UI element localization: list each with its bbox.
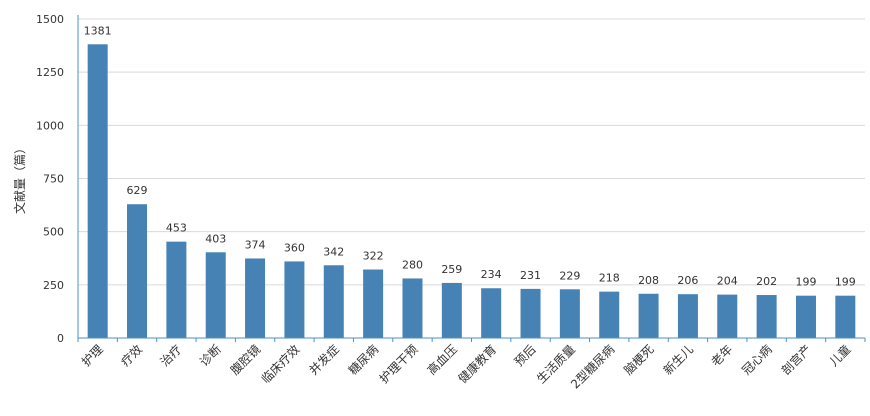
data-label: 322 bbox=[363, 250, 384, 263]
x-tick-label: 预后 bbox=[512, 342, 539, 369]
y-axis: 0 250 500 750 1000 1250 1500 bbox=[36, 13, 79, 345]
y-tick-label: 0 bbox=[57, 332, 64, 345]
data-label: 199 bbox=[835, 276, 856, 289]
x-tick-label: 并发症 bbox=[306, 342, 342, 378]
x-tick-label: 糖尿病 bbox=[345, 342, 381, 378]
x-tick-label: 疗效 bbox=[118, 342, 146, 370]
x-tick-label: 临床疗效 bbox=[258, 342, 303, 387]
data-label: 208 bbox=[638, 274, 659, 287]
data-label: 229 bbox=[559, 269, 580, 282]
bar bbox=[245, 258, 266, 338]
bar bbox=[402, 278, 423, 338]
data-labels: 1381 629 453 403 374 360 342 322 280 259 234 231 229… bbox=[84, 24, 856, 288]
y-tick-label: 1250 bbox=[36, 66, 64, 79]
data-label: 403 bbox=[205, 232, 226, 245]
bar bbox=[87, 44, 108, 338]
x-tick-label: 高血压 bbox=[424, 342, 460, 378]
x-tick-label: 护理干预 bbox=[377, 342, 421, 386]
bar bbox=[756, 295, 777, 338]
data-label: 234 bbox=[481, 268, 502, 281]
x-tick-label: 脑梗死 bbox=[621, 342, 657, 378]
y-tick-label: 250 bbox=[43, 279, 64, 292]
data-label: 453 bbox=[166, 222, 187, 235]
data-label: 204 bbox=[717, 275, 738, 288]
grid-lines bbox=[78, 18, 865, 286]
data-label: 280 bbox=[402, 258, 423, 271]
y-tick-label: 500 bbox=[43, 226, 64, 239]
x-tick-label: 腹腔镜 bbox=[227, 342, 263, 378]
data-label: 202 bbox=[756, 275, 777, 288]
bar bbox=[441, 282, 462, 338]
data-label: 1381 bbox=[84, 24, 112, 37]
data-label: 199 bbox=[795, 276, 816, 289]
bar bbox=[363, 269, 384, 338]
bar bbox=[323, 265, 344, 338]
bar bbox=[127, 204, 148, 338]
x-tick-label: 2型糖尿病 bbox=[567, 342, 617, 392]
bar bbox=[481, 288, 502, 338]
bar bbox=[559, 289, 580, 338]
bar bbox=[835, 295, 856, 338]
data-label: 342 bbox=[323, 245, 344, 258]
data-label: 206 bbox=[677, 274, 698, 287]
x-tick-label: 老年 bbox=[709, 342, 736, 369]
y-tick-label: 1000 bbox=[36, 119, 64, 132]
y-axis-label: 文献量（篇） bbox=[12, 142, 27, 214]
bar bbox=[520, 288, 541, 338]
bar bbox=[717, 294, 738, 338]
x-tick-label: 健康教育 bbox=[455, 342, 500, 387]
x-tick-label: 儿童 bbox=[826, 342, 854, 370]
bar bbox=[677, 294, 698, 338]
data-label: 360 bbox=[284, 241, 305, 254]
bar bbox=[795, 295, 816, 338]
bar bbox=[638, 293, 659, 338]
bar bbox=[284, 261, 305, 338]
data-label: 629 bbox=[127, 184, 148, 197]
data-label: 374 bbox=[245, 238, 266, 251]
bar bbox=[166, 241, 187, 338]
x-tick-label: 诊断 bbox=[196, 342, 224, 370]
x-tick-label: 冠心病 bbox=[739, 342, 775, 378]
x-tick-label: 剖宫产 bbox=[778, 342, 814, 378]
y-tick-label: 750 bbox=[43, 173, 64, 186]
x-tick-label: 护理 bbox=[79, 342, 106, 369]
data-label: 259 bbox=[441, 263, 462, 276]
bar bbox=[599, 291, 620, 338]
x-tick-label: 新生儿 bbox=[660, 342, 696, 378]
data-label: 218 bbox=[599, 272, 620, 285]
data-label: 231 bbox=[520, 269, 541, 282]
bars bbox=[87, 44, 856, 338]
y-tick-label: 1500 bbox=[36, 13, 64, 26]
x-tick-label: 治疗 bbox=[158, 342, 185, 369]
bar bbox=[205, 252, 226, 338]
